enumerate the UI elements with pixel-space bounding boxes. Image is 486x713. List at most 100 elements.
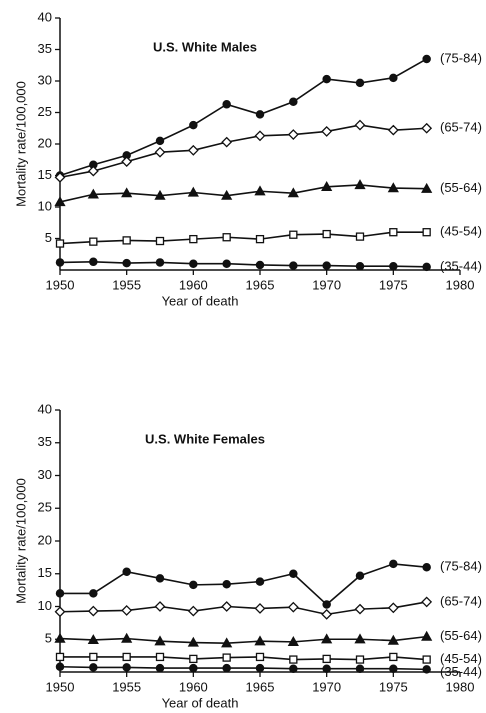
series-label: (65-74) xyxy=(440,120,482,135)
marker xyxy=(355,664,365,673)
x-tick-label: 1970 xyxy=(312,277,341,292)
series-label: (75-84) xyxy=(440,559,482,574)
marker xyxy=(155,258,165,267)
marker xyxy=(354,119,366,131)
y-axis-label: Mortality rate/100,000 xyxy=(13,478,28,604)
y-tick-label: 10 xyxy=(38,198,52,213)
y-tick-label: 5 xyxy=(45,230,52,245)
y-tick-label: 35 xyxy=(38,434,52,449)
marker xyxy=(422,228,431,237)
marker xyxy=(55,652,65,662)
marker xyxy=(89,652,98,662)
series-line xyxy=(59,601,427,616)
y-tick-label: 35 xyxy=(38,41,52,56)
marker xyxy=(355,78,365,88)
x-tick-label: 1980 xyxy=(446,277,475,292)
marker xyxy=(422,665,431,674)
x-tick-label: 1955 xyxy=(112,679,141,694)
y-tick-label: 10 xyxy=(38,598,52,613)
series-label: (45-54) xyxy=(440,224,482,239)
marker xyxy=(389,73,398,83)
marker xyxy=(321,125,333,137)
marker xyxy=(189,654,198,664)
marker xyxy=(322,261,331,270)
marker xyxy=(54,196,66,207)
y-tick-label: 40 xyxy=(38,401,52,416)
marker xyxy=(322,664,331,673)
y-tick-label: 15 xyxy=(38,565,52,580)
marker xyxy=(155,663,165,673)
marker xyxy=(122,652,131,662)
marker xyxy=(387,602,399,614)
marker xyxy=(222,233,231,242)
marker xyxy=(54,632,66,643)
x-tick-label: 1960 xyxy=(179,277,208,292)
chart-title: U.S. White Males xyxy=(153,39,257,54)
marker xyxy=(389,559,398,569)
marker xyxy=(155,652,165,662)
marker xyxy=(422,54,431,64)
marker xyxy=(121,187,133,198)
y-tick-label: 5 xyxy=(45,631,52,646)
series-line xyxy=(59,124,427,179)
series-label: (35-44) xyxy=(440,664,482,679)
x-tick-label: 1965 xyxy=(246,277,275,292)
marker xyxy=(255,260,265,270)
x-tick-label: 1965 xyxy=(246,679,275,694)
marker xyxy=(55,662,65,672)
marker xyxy=(355,571,365,580)
series-line xyxy=(59,665,427,671)
marker xyxy=(387,182,399,193)
marker xyxy=(154,601,166,612)
marker xyxy=(155,574,165,583)
marker xyxy=(87,634,99,645)
chart-title: U.S. White Females xyxy=(145,431,265,446)
marker xyxy=(189,234,198,244)
marker xyxy=(322,654,331,664)
series-line xyxy=(59,261,427,268)
marker xyxy=(222,663,231,673)
marker xyxy=(421,630,433,641)
marker xyxy=(189,259,198,268)
marker xyxy=(389,261,398,271)
marker xyxy=(54,606,66,618)
marker xyxy=(389,664,398,673)
marker xyxy=(289,569,298,579)
marker xyxy=(221,136,233,148)
marker xyxy=(155,236,165,246)
marker xyxy=(187,605,199,617)
marker xyxy=(422,562,431,572)
y-tick-label: 40 xyxy=(38,9,52,24)
x-tick-label: 1950 xyxy=(46,679,75,694)
marker xyxy=(121,632,133,643)
marker xyxy=(54,171,66,183)
marker xyxy=(287,601,299,613)
marker xyxy=(154,189,166,200)
marker xyxy=(354,603,366,615)
marker xyxy=(255,110,265,119)
marker xyxy=(87,605,99,617)
series-label: (65-74) xyxy=(440,593,482,608)
marker xyxy=(389,228,398,237)
marker xyxy=(255,663,265,673)
marker xyxy=(289,655,298,664)
marker xyxy=(287,636,299,647)
x-axis-label: Year of death xyxy=(162,695,239,710)
marker xyxy=(355,261,365,271)
marker xyxy=(222,259,231,268)
y-tick-label: 15 xyxy=(38,167,52,182)
marker xyxy=(154,146,166,158)
marker xyxy=(189,120,198,130)
series-line xyxy=(59,231,427,245)
series-line xyxy=(59,58,428,177)
x-tick-label: 1955 xyxy=(112,277,141,292)
marker xyxy=(122,258,131,268)
y-tick-label: 30 xyxy=(38,467,52,482)
marker xyxy=(187,186,199,197)
marker xyxy=(254,635,266,646)
marker xyxy=(254,130,266,142)
marker xyxy=(121,605,133,616)
marker xyxy=(55,239,65,248)
marker xyxy=(387,124,399,136)
